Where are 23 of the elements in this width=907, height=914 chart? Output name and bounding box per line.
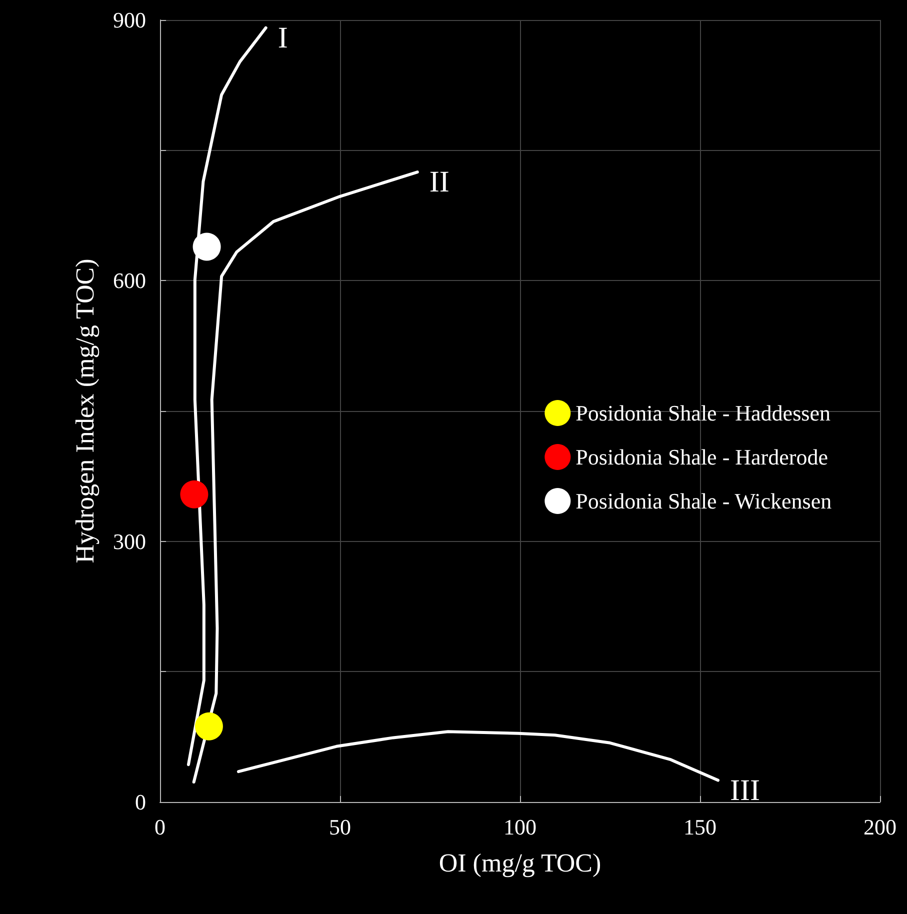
x-tick-label: 200 xyxy=(864,814,896,840)
x-tick-label: 150 xyxy=(684,814,716,840)
legend-label: Posidonia Shale - Wickensen xyxy=(576,488,832,514)
series-label: I xyxy=(278,21,288,54)
x-tick-label: 100 xyxy=(504,814,536,840)
y-tick-label: 900 xyxy=(113,8,146,32)
line-series xyxy=(236,730,720,782)
y-tick-label: 600 xyxy=(113,268,146,294)
point xyxy=(192,232,221,261)
legend-label: Posidonia Shale - Harderode xyxy=(576,444,828,470)
line-series xyxy=(192,170,419,784)
line-series xyxy=(186,26,268,766)
y-tick-label: 0 xyxy=(135,790,146,814)
x-tick-label: 50 xyxy=(329,814,351,840)
x-axis-title: OI (mg/g TOC) xyxy=(438,848,602,878)
series-label: II xyxy=(429,166,450,199)
point xyxy=(194,712,223,740)
legend-label: Posidonia Shale - Haddessen xyxy=(576,400,830,426)
y-axis-title: Hydrogen Index (mg/g TOC) xyxy=(70,258,100,564)
series-label: III xyxy=(730,774,760,807)
x-tick-label: 0 xyxy=(154,814,166,840)
y-tick-label: 300 xyxy=(113,528,146,554)
point xyxy=(180,480,208,508)
